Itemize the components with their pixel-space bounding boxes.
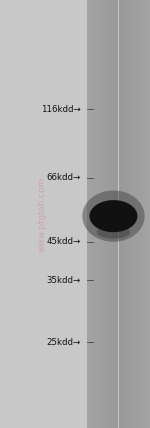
Text: 25kdd→: 25kdd→	[47, 338, 81, 347]
Bar	[126, 0, 127, 428]
Bar	[95, 0, 96, 428]
Bar	[147, 0, 148, 428]
Bar	[144, 0, 145, 428]
Bar	[131, 0, 132, 428]
Bar	[89, 0, 90, 428]
Ellipse shape	[89, 200, 137, 232]
Bar	[93, 0, 94, 428]
Bar	[130, 0, 131, 428]
Bar	[146, 0, 147, 428]
Bar	[101, 0, 102, 428]
Bar	[149, 0, 150, 428]
Bar	[129, 0, 130, 428]
Bar	[114, 0, 115, 428]
Bar	[128, 0, 129, 428]
Bar	[88, 0, 89, 428]
Text: www.ptglab.com: www.ptglab.com	[38, 176, 46, 252]
Bar	[125, 0, 126, 428]
Text: 116kdd→: 116kdd→	[41, 104, 81, 114]
Bar	[120, 0, 121, 428]
Bar	[138, 0, 140, 428]
Bar	[112, 0, 113, 428]
Bar	[134, 0, 135, 428]
Bar	[91, 0, 92, 428]
Bar	[145, 0, 146, 428]
Bar	[109, 0, 110, 428]
Bar	[110, 0, 111, 428]
Bar	[98, 0, 99, 428]
Bar	[111, 0, 112, 428]
Bar	[142, 0, 143, 428]
Bar	[116, 0, 117, 428]
Bar	[105, 0, 106, 428]
Bar	[141, 0, 142, 428]
Bar	[121, 0, 122, 428]
Text: 66kdd→: 66kdd→	[47, 173, 81, 182]
Bar	[133, 0, 134, 428]
Bar	[100, 0, 101, 428]
Bar	[123, 0, 124, 428]
Bar	[122, 0, 123, 428]
Bar	[124, 0, 125, 428]
Bar	[104, 0, 105, 428]
Bar	[87, 0, 88, 428]
Bar	[96, 0, 98, 428]
Bar	[102, 0, 103, 428]
Bar	[115, 0, 116, 428]
Text: 35kdd→: 35kdd→	[47, 276, 81, 285]
Bar	[103, 0, 104, 428]
Bar	[140, 0, 141, 428]
Bar	[136, 0, 137, 428]
Bar	[135, 0, 136, 428]
Bar	[92, 0, 93, 428]
Bar	[99, 0, 100, 428]
Ellipse shape	[82, 190, 145, 242]
Bar	[132, 0, 133, 428]
Bar	[118, 0, 120, 428]
Bar	[106, 0, 107, 428]
Bar	[90, 0, 91, 428]
Text: 45kdd→: 45kdd→	[47, 237, 81, 247]
Bar	[108, 0, 109, 428]
Bar	[94, 0, 95, 428]
Bar	[143, 0, 144, 428]
Bar	[117, 0, 118, 428]
Bar	[127, 0, 128, 428]
Bar	[113, 0, 114, 428]
Bar	[137, 0, 138, 428]
Bar	[148, 0, 149, 428]
Ellipse shape	[97, 226, 130, 239]
Bar	[107, 0, 108, 428]
